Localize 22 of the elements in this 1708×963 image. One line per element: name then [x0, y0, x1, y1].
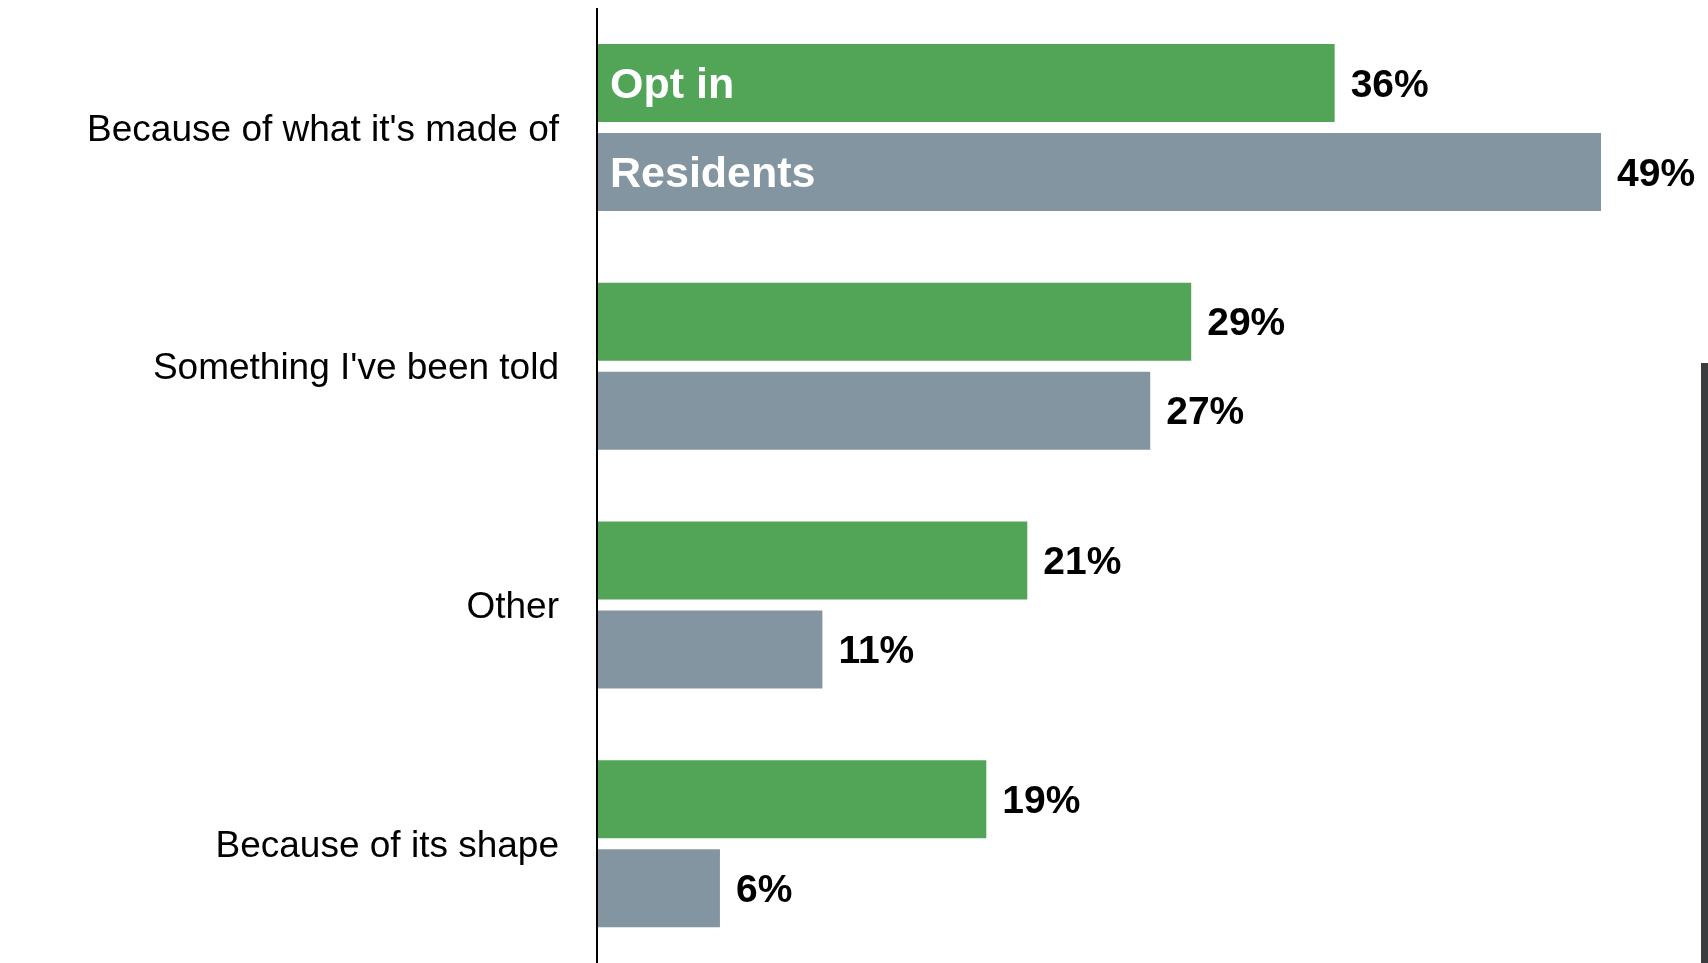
- bar: [597, 44, 1335, 122]
- series-label: Residents: [610, 148, 816, 197]
- data-label: 6%: [735, 866, 793, 910]
- bar: [597, 610, 823, 689]
- y-tick-label: Because of its shape: [215, 823, 559, 865]
- bar: [597, 849, 720, 928]
- data-label: 49%: [1617, 150, 1696, 194]
- series-label: Opt in: [610, 59, 735, 108]
- data-label: 19%: [1002, 777, 1081, 821]
- y-tick-label: Something I've been told: [152, 346, 559, 388]
- y-tick-label: Because of what it's made of: [87, 107, 560, 149]
- data-label: 27%: [1166, 389, 1245, 433]
- bar: [597, 282, 1192, 361]
- data-label: 36%: [1350, 61, 1429, 105]
- bar: [597, 371, 1151, 450]
- data-label: 21%: [1043, 539, 1122, 583]
- data-label: 29%: [1207, 300, 1286, 344]
- bar: [597, 760, 987, 839]
- bar: [597, 133, 1601, 211]
- data-label: 11%: [838, 628, 915, 672]
- bar: [597, 521, 1028, 600]
- y-tick-label: Other: [466, 585, 559, 627]
